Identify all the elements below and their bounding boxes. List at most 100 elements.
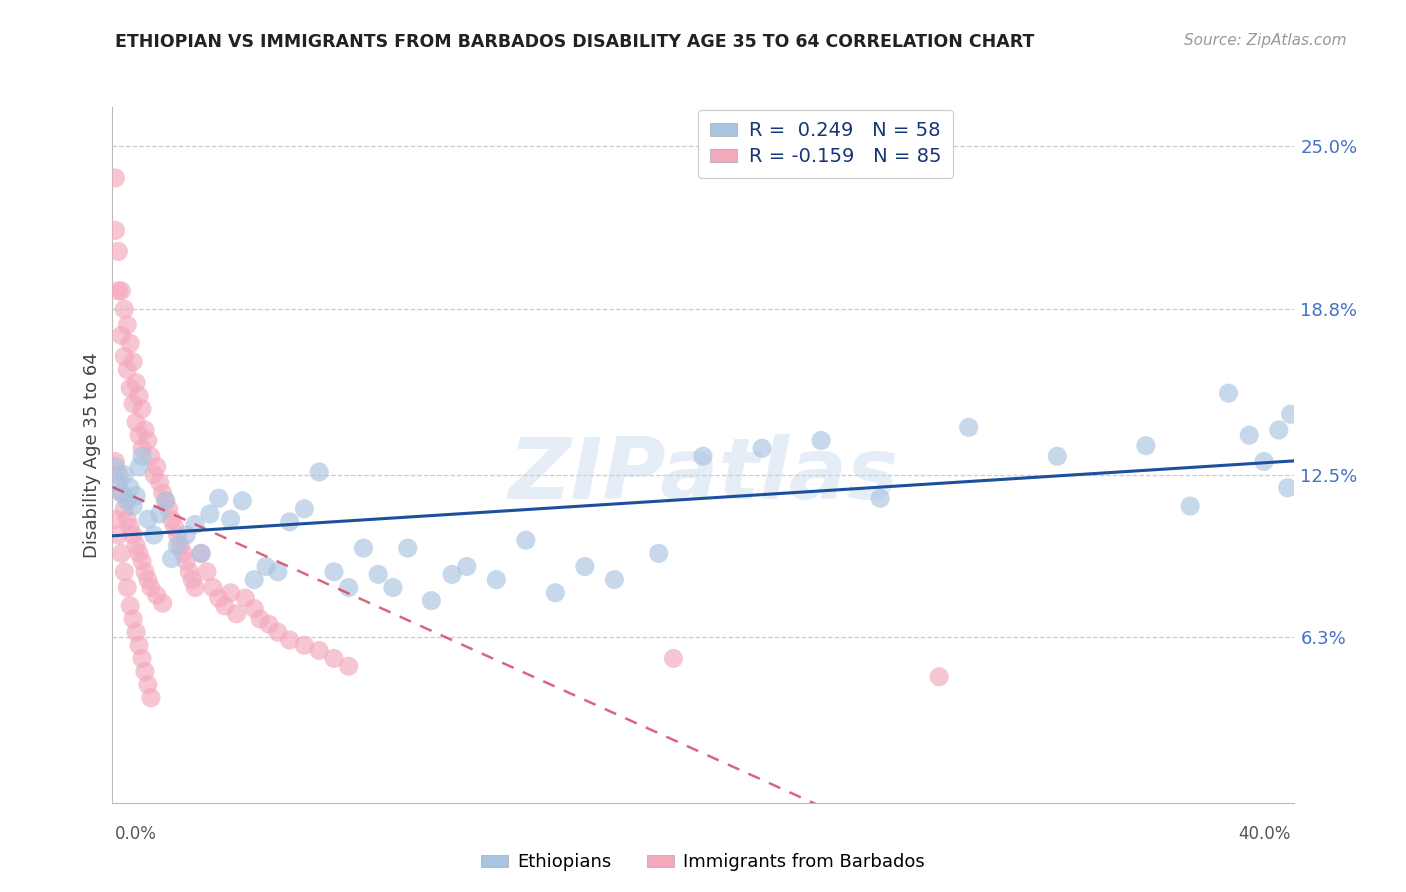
Point [352,541,374,555]
Point [160,512,183,526]
Point [233,591,256,605]
Point [155,494,177,508]
Point [169,539,191,553]
Point [136,512,159,526]
Point [107,467,129,482]
Point [195,565,218,579]
Point [131,442,153,456]
Point [292,501,315,516]
Point [323,651,346,665]
Point [134,423,156,437]
Point [131,651,153,665]
Point [120,381,142,395]
Point [120,520,142,534]
Point [160,551,183,566]
Point [243,573,266,587]
Point [110,284,132,298]
Text: ZIPatlas: ZIPatlas [508,434,898,517]
Y-axis label: Disability Age 35 to 64: Disability Age 35 to 64 [83,352,101,558]
Point [208,491,231,506]
Point [104,512,127,526]
Point [152,486,174,500]
Point [117,581,138,595]
Point [117,362,138,376]
Point [125,489,148,503]
Point [174,554,197,568]
Text: Source: ZipAtlas.com: Source: ZipAtlas.com [1184,33,1347,48]
Point [190,546,212,560]
Point [574,559,596,574]
Point [112,350,135,364]
Point [104,170,127,185]
Point [308,465,330,479]
Point [396,541,419,555]
Point [112,302,135,317]
Point [120,599,142,613]
Point [128,428,150,442]
Point [278,515,301,529]
Point [225,607,247,621]
Point [957,420,980,434]
Point [323,565,346,579]
Legend: R =  0.249   N = 58, R = -0.159   N = 85: R = 0.249 N = 58, R = -0.159 N = 85 [699,110,953,178]
Point [166,539,188,553]
Point [136,573,159,587]
Point [367,567,389,582]
Point [125,376,148,390]
Point [485,573,508,587]
Point [172,546,194,560]
Point [128,459,150,474]
Point [117,318,138,332]
Point [157,501,180,516]
Point [110,546,132,560]
Point [120,336,142,351]
Point [149,475,172,490]
Point [181,573,204,587]
Point [456,559,478,574]
Point [692,449,714,463]
Point [267,625,290,640]
Point [337,581,360,595]
Point [267,565,290,579]
Point [142,467,165,482]
Point [107,475,129,490]
Point [179,565,201,579]
Point [928,670,950,684]
Point [139,581,162,595]
Point [751,442,773,456]
Point [219,586,242,600]
Point [104,459,127,474]
Point [122,397,145,411]
Point [146,588,169,602]
Point [184,517,207,532]
Point [662,651,685,665]
Point [128,389,150,403]
Point [869,491,891,506]
Point [152,596,174,610]
Point [110,486,132,500]
Point [128,638,150,652]
Point [249,612,271,626]
Point [117,494,138,508]
Point [112,565,135,579]
Point [1268,423,1291,437]
Point [603,573,626,587]
Point [136,678,159,692]
Point [1218,386,1240,401]
Point [219,512,242,526]
Point [112,467,135,482]
Point [107,528,129,542]
Point [292,638,315,652]
Point [134,665,156,679]
Point [201,581,224,595]
Point [142,528,165,542]
Point [198,507,221,521]
Point [136,434,159,448]
Point [278,633,301,648]
Point [155,494,177,508]
Point [243,601,266,615]
Point [166,528,188,542]
Point [122,612,145,626]
Point [174,528,197,542]
Point [131,449,153,463]
